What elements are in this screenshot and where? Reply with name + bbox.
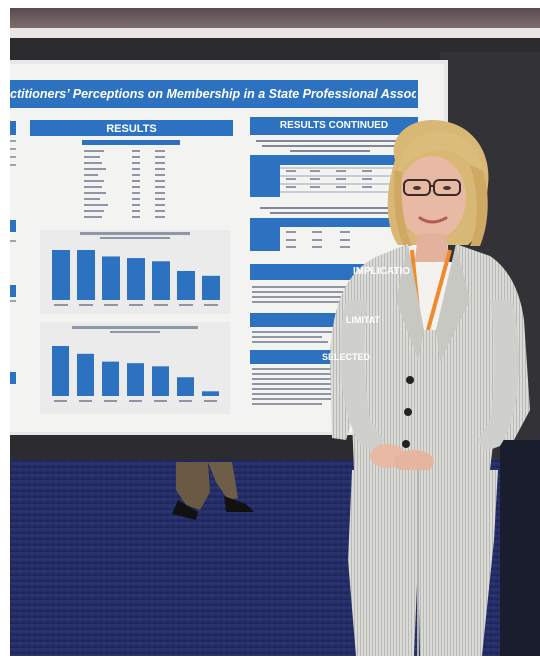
selected-references-heading: SELECTED bbox=[321, 352, 370, 362]
poster-bar-label bbox=[129, 400, 142, 402]
poster-bar-label bbox=[179, 400, 192, 402]
results-continued-table-2 bbox=[250, 218, 400, 251]
implications-heading: IMPLICATIO bbox=[352, 266, 410, 277]
results-continued-heading: RESULTS CONTINUED bbox=[279, 120, 389, 131]
poster-bar bbox=[127, 363, 144, 396]
poster-bar-label bbox=[54, 400, 67, 402]
poster-bar bbox=[102, 256, 120, 300]
bottom-bar-chart bbox=[52, 346, 219, 402]
poster-bar bbox=[127, 258, 145, 300]
poster-title-banner bbox=[10, 80, 418, 108]
poster-title: ctitioners’ Perceptions on Membership in… bbox=[10, 87, 416, 101]
poster-bar-label bbox=[129, 304, 143, 306]
poster-bar-label bbox=[204, 304, 218, 306]
results-continued-table bbox=[250, 155, 410, 197]
top-bar-chart bbox=[52, 250, 220, 306]
poster-bar-label bbox=[179, 304, 193, 306]
poster-bar-label bbox=[104, 400, 117, 402]
results-table bbox=[82, 140, 180, 218]
poster-bar-label bbox=[79, 304, 93, 306]
poster-bar bbox=[152, 261, 170, 300]
poster-bar bbox=[202, 391, 219, 396]
poster-bar bbox=[77, 353, 94, 396]
poster-bar-label bbox=[154, 400, 167, 402]
presenter-woman bbox=[330, 120, 530, 656]
results-continued-header bbox=[250, 117, 418, 135]
limitations-heading: LIMITAT bbox=[345, 315, 380, 325]
poster-bar bbox=[152, 366, 169, 396]
poster-bar bbox=[177, 377, 194, 396]
poster-bar bbox=[177, 270, 195, 300]
poster-bar bbox=[77, 250, 95, 300]
results-heading: RESULTS bbox=[106, 123, 157, 135]
poster-bar bbox=[52, 346, 69, 396]
poster-bar bbox=[202, 275, 220, 300]
poster-bar-label bbox=[54, 304, 68, 306]
poster-bar-label bbox=[204, 400, 217, 402]
poster-bar-label bbox=[79, 400, 92, 402]
poster-bar-label bbox=[104, 304, 118, 306]
poster-bar-label bbox=[154, 304, 168, 306]
poster-bar bbox=[102, 361, 119, 396]
poster-bar bbox=[52, 250, 70, 300]
results-header bbox=[30, 120, 233, 136]
background-person-legs bbox=[172, 462, 254, 520]
